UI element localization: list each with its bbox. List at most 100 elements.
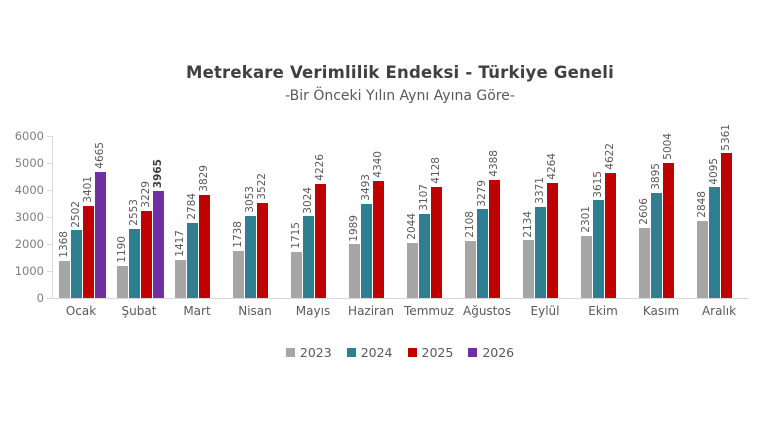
value-label-2024-Mayıs: 3024 xyxy=(301,186,314,214)
bar-2024-Şubat xyxy=(128,229,140,298)
value-label-2024-Nisan: 3053 xyxy=(243,185,256,213)
value-label-2024-Haziran: 3493 xyxy=(359,173,372,201)
month-label-Haziran: Haziran xyxy=(348,304,394,318)
x-axis-labels: Ocak Şubat Mart Nisan Mayıs Haziran Temmuz Ağus… xyxy=(52,304,748,318)
bar-2023-Haziran xyxy=(348,244,360,298)
y-axis-tick xyxy=(47,135,52,137)
y-axis-tick xyxy=(47,270,52,272)
bar-2025-Mart xyxy=(198,194,210,298)
bar-2023-Ekim xyxy=(580,235,592,298)
chart-subtitle: -Bir Önceki Yılın Aynı Ayına Göre- xyxy=(285,88,515,104)
bar-2025-Mayıs xyxy=(314,183,326,298)
value-label-2026-Şubat: 3965 xyxy=(151,158,164,188)
bar-2025-Aralık xyxy=(720,153,732,298)
value-label-2024-Ağustos: 3279 xyxy=(475,179,488,207)
y-axis-tick-label: 4000 xyxy=(14,183,44,197)
legend-item-2025: 2025 xyxy=(407,345,453,360)
bar-2023-Mayıs xyxy=(290,251,302,298)
month-label-Ekim: Ekim xyxy=(588,304,618,318)
value-label-2023-Ağustos: 2108 xyxy=(463,211,476,239)
bar-2025-Haziran xyxy=(372,180,384,298)
month-label-Eylül: Eylül xyxy=(530,304,560,318)
y-axis-tick-label: 5000 xyxy=(14,156,44,170)
bar-2024-Temmuz xyxy=(418,214,430,298)
bar-2023-Temmuz xyxy=(406,242,418,298)
month-label-Ağustos: Ağustos xyxy=(463,304,511,318)
bar-2023-Ocak xyxy=(58,261,70,298)
value-label-2023-Mayıs: 1715 xyxy=(289,221,302,249)
value-label-2024-Temmuz: 3107 xyxy=(417,184,430,212)
legend-item-2023: 2023 xyxy=(285,345,332,360)
legend-swatch-2023 xyxy=(285,348,295,357)
month-label-Mart: Mart xyxy=(183,304,211,318)
value-label-2023-Ekim: 2301 xyxy=(579,206,592,233)
legend-label-2023: 2023 xyxy=(299,345,332,360)
month-label-Şubat: Şubat xyxy=(121,304,157,318)
y-axis-tick xyxy=(47,243,52,245)
bar-2024-Haziran xyxy=(360,203,372,298)
legend-item-2026: 2026 xyxy=(468,345,514,360)
bar-2023-Aralık xyxy=(696,221,708,298)
bar-2024-Ağustos xyxy=(476,209,488,298)
month-label-Kasım: Kasım xyxy=(642,304,680,318)
bar-2024-Eylül xyxy=(534,206,546,298)
y-axis-tick xyxy=(47,216,52,218)
value-label-2026-Ocak: 4665 xyxy=(93,142,106,170)
bar-2026-Ocak xyxy=(94,172,106,298)
legend-swatch-2025 xyxy=(407,348,417,357)
y-axis-tick-label: 1000 xyxy=(14,264,44,278)
y-axis-tick-label: 6000 xyxy=(14,129,44,143)
value-label-2025-Mart: 3829 xyxy=(197,164,210,192)
legend-swatch-2024 xyxy=(346,348,356,357)
bar-2023-Ağustos xyxy=(464,241,476,298)
bar-2024-Kasım xyxy=(650,192,662,298)
value-label-2023-Nisan: 1738 xyxy=(231,221,244,249)
plot-area: 1368 1190 1417 1738 1715 1989 2044 2108 2134 2301… xyxy=(47,124,749,299)
value-label-2024-Şubat: 2553 xyxy=(127,199,140,227)
value-label-2024-Ekim: 3615 xyxy=(591,170,604,198)
month-label-Temmuz: Temmuz xyxy=(404,304,454,318)
value-label-2025-Haziran: 4340 xyxy=(371,151,384,178)
month-label-Nisan: Nisan xyxy=(238,304,272,318)
value-label-2023-Eylül: 2134 xyxy=(521,210,534,238)
bar-2025-Nisan xyxy=(256,202,268,298)
bar-2025-Ağustos xyxy=(488,179,500,298)
bar-2026-Şubat xyxy=(152,190,164,298)
legend-label-2024: 2024 xyxy=(360,345,393,360)
legend-swatch-2026 xyxy=(468,348,478,357)
value-label-2025-Ağustos: 4388 xyxy=(487,149,500,177)
bar-2023-Kasım xyxy=(638,227,650,298)
value-label-2023-Temmuz: 2044 xyxy=(405,213,418,240)
y-axis-tick xyxy=(47,162,52,164)
bar-2025-Ocak xyxy=(82,206,94,298)
y-axis-tick-label: 3000 xyxy=(14,210,44,224)
value-label-2023-Kasım: 2606 xyxy=(637,197,650,225)
bar-2025-Eylül xyxy=(546,182,558,298)
value-label-2023-Ocak: 1368 xyxy=(57,231,70,259)
bar-2024-Aralık xyxy=(708,187,720,298)
value-label-2024-Ocak: 2502 xyxy=(69,200,82,228)
y-axis-labels: 0 1000 2000 3000 4000 5000 6000 xyxy=(0,129,44,305)
value-label-2025-Kasım: 5004 xyxy=(661,133,674,160)
value-label-2024-Aralık: 4095 xyxy=(707,157,720,185)
value-label-2025-Şubat: 3229 xyxy=(139,181,152,208)
month-label-Mayıs: Mayıs xyxy=(295,304,331,318)
value-label-2025-Aralık: 5361 xyxy=(719,123,732,151)
bar-2024-Mayıs xyxy=(302,216,314,298)
value-label-2024-Mart: 2784 xyxy=(185,193,198,220)
bar-2023-Nisan xyxy=(232,251,244,298)
bar-2023-Eylül xyxy=(522,240,534,298)
legend-item-2024: 2024 xyxy=(346,345,393,360)
bar-2025-Temmuz xyxy=(430,186,442,298)
value-label-2025-Mayıs: 4226 xyxy=(313,154,326,181)
y-axis-tick xyxy=(47,297,52,299)
bar-2023-Şubat xyxy=(116,265,128,298)
value-label-2023-Aralık: 2848 xyxy=(695,191,708,219)
month-label-Aralık: Aralık xyxy=(701,304,737,318)
value-label-2025-Eylül: 4264 xyxy=(545,153,558,180)
bar-2025-Kasım xyxy=(662,162,674,298)
legend: 2023 2024 2025 2026 xyxy=(52,345,748,360)
bar-2023-Mart xyxy=(174,259,186,298)
legend-label-2026: 2026 xyxy=(482,345,515,360)
value-label-2024-Kasım: 3895 xyxy=(649,163,662,190)
